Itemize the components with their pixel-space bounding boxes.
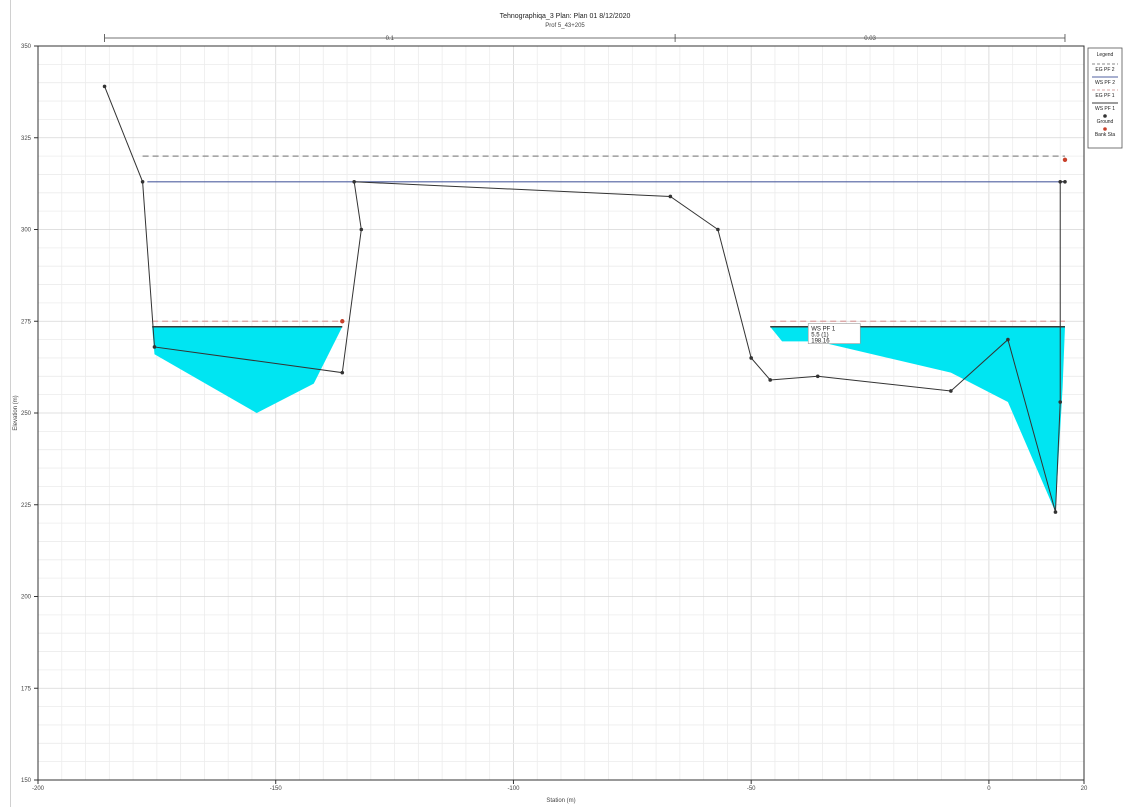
ground-point bbox=[1058, 179, 1063, 184]
water-fill bbox=[152, 326, 1065, 513]
ground-point bbox=[1058, 400, 1063, 404]
y-tick-label: 150 bbox=[21, 778, 32, 784]
x-axis-title: Station (m) bbox=[546, 798, 575, 804]
page-left-rule bbox=[10, 0, 11, 807]
legend-title: Legend bbox=[1097, 52, 1114, 58]
ground-point bbox=[768, 378, 772, 382]
ground-profile bbox=[102, 84, 1068, 514]
bank-station-point bbox=[340, 319, 345, 324]
annotation-line: 198.16 bbox=[811, 339, 830, 345]
y-tick-label: 275 bbox=[21, 319, 32, 325]
energy-and-water-lines bbox=[142, 155, 1065, 328]
legend-entry-label: Ground bbox=[1097, 119, 1114, 125]
ground-point bbox=[1063, 179, 1067, 184]
ground-point bbox=[102, 84, 107, 89]
y-tick-label: 350 bbox=[21, 44, 32, 50]
chart-subtitle: Prof 5_43+205 bbox=[545, 23, 585, 29]
grid bbox=[37, 45, 1085, 781]
ground-point bbox=[815, 374, 820, 379]
ground-point bbox=[352, 179, 356, 184]
annotation-line: 5.5 (1) bbox=[811, 333, 828, 339]
legend-entry-label: Bank Sta bbox=[1095, 132, 1116, 138]
legend-entry-label: EG PF 2 bbox=[1095, 67, 1114, 73]
x-tick-label: 0 bbox=[987, 786, 991, 792]
legend-swatch bbox=[1103, 114, 1107, 118]
water-pool bbox=[152, 326, 343, 413]
water-pool bbox=[770, 326, 1065, 513]
x-tick-label: -150 bbox=[270, 786, 283, 792]
reach-bar: 0.1 0.03 bbox=[104, 34, 1066, 42]
ground-point bbox=[152, 345, 157, 349]
ws-annotation: WS PF 15.5 (1)198.16 bbox=[807, 323, 861, 345]
legend-swatch bbox=[1103, 127, 1107, 131]
ground-point bbox=[749, 356, 753, 360]
y-tick-label: 175 bbox=[21, 686, 32, 692]
x-tick-label: 20 bbox=[1081, 786, 1088, 792]
x-tick-label: -50 bbox=[747, 786, 756, 792]
legend-entry-label: EG PF 1 bbox=[1095, 93, 1114, 99]
annotation-box bbox=[807, 323, 861, 344]
ground-point bbox=[340, 370, 345, 375]
legend: Legend EG PF 2 WS PF 2 EG PF 1 WS PF 1 Ground… bbox=[1087, 47, 1123, 149]
ground-point bbox=[1006, 337, 1010, 342]
ground-point bbox=[359, 227, 364, 232]
x-tick-label: -100 bbox=[507, 786, 520, 792]
annotation-line: WS PF 1 bbox=[811, 327, 836, 333]
legend-entry-label: WS PF 1 bbox=[1095, 106, 1115, 112]
ground-point bbox=[1053, 510, 1058, 514]
chart-title: Tehnographiqa_3 Plan: Plan 01 8/12/2020 bbox=[500, 13, 631, 20]
y-tick-label: 200 bbox=[21, 595, 32, 601]
y-tick-label: 250 bbox=[21, 411, 32, 417]
ground-point bbox=[949, 389, 953, 393]
ground-point bbox=[140, 179, 145, 184]
y-tick-label: 325 bbox=[21, 136, 32, 142]
x-tick-label: -200 bbox=[32, 786, 45, 792]
ground-point bbox=[668, 194, 673, 199]
legend-entry-label: WS PF 2 bbox=[1095, 80, 1115, 86]
legend-box bbox=[1087, 47, 1123, 149]
reach-bar-label: 0.1 bbox=[386, 36, 395, 42]
y-tick-label: 300 bbox=[21, 228, 32, 234]
ground-point bbox=[716, 227, 720, 232]
y-axis-title: Elevation (m) bbox=[13, 395, 19, 430]
y-tick-label: 225 bbox=[21, 503, 32, 509]
bank-station-point bbox=[1062, 157, 1068, 162]
axis-ticks: -200 -150 -100 -50 0 20 150 175 200 225 250 275 300 3… bbox=[21, 44, 1088, 792]
reach-bar-label: 0.03 bbox=[864, 36, 876, 42]
